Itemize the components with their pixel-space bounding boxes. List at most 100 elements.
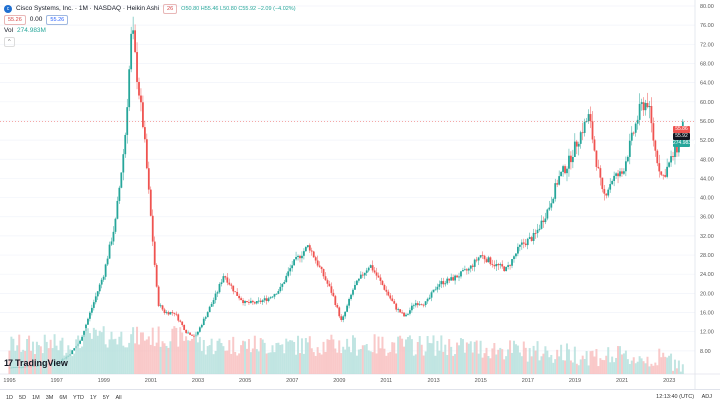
candle-body bbox=[244, 301, 246, 304]
period-3m[interactable]: 3M bbox=[45, 394, 54, 401]
candle-body bbox=[648, 106, 651, 108]
volume-bar bbox=[47, 348, 50, 374]
candle-body bbox=[654, 140, 657, 151]
adjust-toggle[interactable]: ADJ bbox=[701, 394, 712, 400]
volume-bar bbox=[662, 352, 665, 374]
volume-bar bbox=[16, 345, 19, 374]
volume-bar bbox=[316, 347, 319, 374]
candle-body bbox=[571, 156, 574, 163]
volume-bar bbox=[157, 326, 160, 374]
volume-bar bbox=[408, 335, 411, 374]
volume-bar bbox=[63, 355, 66, 374]
volume-bar bbox=[355, 355, 358, 374]
volume-bar bbox=[565, 343, 568, 374]
candle-body bbox=[465, 269, 468, 271]
sell-button[interactable]: 55.26 bbox=[4, 14, 26, 25]
y-tick-label: 48.00 bbox=[700, 157, 714, 163]
candle-body bbox=[255, 301, 258, 304]
collapse-legend-button[interactable]: ^ bbox=[4, 36, 15, 47]
volume-bar bbox=[155, 342, 158, 374]
volume-bar bbox=[481, 357, 484, 374]
volume-bar bbox=[461, 339, 464, 374]
candle-body bbox=[650, 106, 653, 124]
volume-bar bbox=[636, 361, 639, 374]
volume-bar bbox=[493, 343, 496, 374]
candle-body bbox=[257, 300, 260, 302]
period-ytd[interactable]: YTD bbox=[72, 394, 84, 401]
candle-body bbox=[328, 283, 331, 287]
candle-body bbox=[326, 280, 329, 284]
candle-body bbox=[87, 318, 89, 325]
period-5y[interactable]: 5Y bbox=[102, 394, 110, 401]
volume-bar bbox=[304, 338, 307, 374]
candle-body bbox=[617, 173, 619, 177]
period-all[interactable]: All bbox=[115, 394, 122, 401]
volume-bar bbox=[446, 355, 449, 374]
y-tick-label: 68.00 bbox=[700, 61, 714, 67]
volume-bar bbox=[218, 338, 221, 374]
candle-body bbox=[399, 309, 402, 313]
candle-body bbox=[253, 302, 256, 304]
candle-body bbox=[124, 134, 127, 155]
candle-body bbox=[218, 284, 221, 293]
volume-bar bbox=[124, 347, 127, 374]
volume-bar bbox=[412, 355, 415, 374]
candle-body bbox=[191, 334, 193, 336]
period-1m[interactable]: 1M bbox=[32, 394, 40, 401]
period-6m[interactable]: 6M bbox=[59, 394, 67, 401]
volume-bar bbox=[418, 336, 421, 374]
volume-bar bbox=[73, 353, 76, 374]
candle-body bbox=[363, 272, 366, 276]
candle-body bbox=[375, 272, 378, 276]
volume-bar bbox=[672, 370, 675, 374]
period-1d[interactable]: 1D bbox=[6, 394, 14, 401]
candle-body bbox=[505, 266, 508, 272]
volume-bar bbox=[336, 352, 339, 374]
volume-bar bbox=[128, 342, 131, 374]
volume-bar bbox=[613, 362, 616, 374]
volume-bar bbox=[204, 354, 207, 374]
period-1y[interactable]: 1Y bbox=[89, 394, 97, 401]
candle-body bbox=[621, 171, 623, 174]
volume-bar bbox=[505, 356, 508, 374]
volume-bar bbox=[401, 338, 404, 374]
candle-body bbox=[676, 146, 678, 153]
volume-bar bbox=[230, 353, 233, 374]
candle-body bbox=[357, 278, 360, 281]
buy-button[interactable]: 55.26 bbox=[46, 14, 69, 25]
volume-bar bbox=[302, 353, 305, 374]
volume-bar bbox=[161, 341, 164, 374]
alert-badge[interactable]: 26 bbox=[163, 3, 178, 14]
candle-body bbox=[613, 175, 616, 181]
volume-bar bbox=[471, 352, 474, 374]
candle-body bbox=[196, 331, 199, 335]
volume-bar bbox=[285, 338, 288, 374]
candle-body bbox=[234, 291, 237, 293]
candle-body bbox=[575, 141, 578, 147]
volume-bar bbox=[416, 342, 419, 374]
tradingview-logo[interactable]: 17 TradingView bbox=[4, 358, 68, 368]
volume-bar bbox=[673, 359, 676, 374]
symbol-title[interactable]: Cisco Systems, Inc. · 1M · NASDAQ · Heik… bbox=[16, 5, 160, 12]
candle-body bbox=[250, 300, 252, 303]
candle-body bbox=[668, 162, 670, 167]
candle-body bbox=[240, 298, 242, 301]
candle-body bbox=[173, 312, 176, 314]
volume-bar bbox=[369, 351, 372, 374]
candle-body bbox=[371, 265, 374, 271]
volume-bar bbox=[452, 355, 455, 374]
chart-header: c Cisco Systems, Inc. · 1M · NASDAQ · He… bbox=[4, 3, 296, 47]
period-5d[interactable]: 5D bbox=[19, 394, 27, 401]
volume-bar bbox=[632, 357, 635, 374]
volume-bar bbox=[263, 342, 266, 374]
candle-body bbox=[605, 193, 608, 196]
candle-body bbox=[171, 312, 174, 313]
y-tick-label: 12.00 bbox=[700, 330, 714, 336]
candle-body bbox=[187, 332, 189, 334]
volume-bar bbox=[179, 327, 182, 374]
candle-body bbox=[165, 312, 168, 313]
volume-bar bbox=[212, 354, 215, 374]
y-tick-label: 20.00 bbox=[700, 291, 714, 297]
volume-bar bbox=[298, 353, 301, 374]
